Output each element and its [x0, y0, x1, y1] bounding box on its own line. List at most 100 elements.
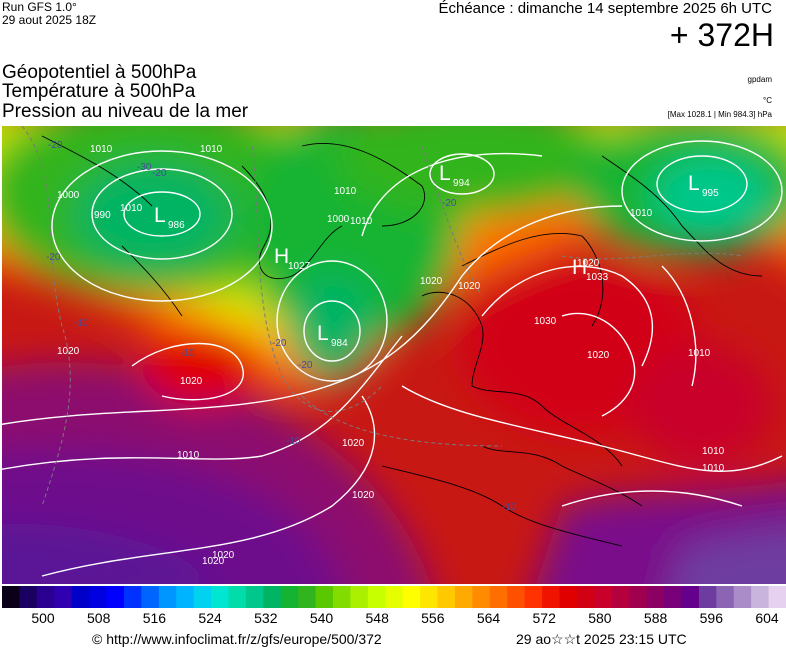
color-scale-swatch: [193, 586, 212, 608]
temperature-label: -30: [137, 162, 152, 173]
color-scale-swatch: [594, 586, 613, 608]
isobar-label: 1010: [688, 348, 711, 359]
pressure-center-value: 994: [453, 178, 470, 189]
color-scale-swatch: [333, 586, 351, 608]
color-scale-swatch: [576, 586, 595, 608]
isobar-label: 1020: [180, 376, 203, 387]
color-scale-swatch: [350, 586, 369, 608]
isobar-label: 1020: [212, 550, 235, 561]
color-scale-swatch: [420, 586, 439, 608]
geopotential-field: [2, 126, 786, 584]
isobar-label: 1000: [57, 190, 80, 201]
color-scale-swatch: [280, 586, 299, 608]
color-scale-tick: 556: [421, 610, 445, 626]
color-scale-swatch: [71, 586, 90, 608]
color-scale-swatch: [36, 586, 55, 608]
color-scale-swatch: [106, 586, 125, 608]
color-scale-swatch: [245, 586, 264, 608]
color-scale-tick: 596: [699, 610, 723, 626]
pressure-center-value: 995: [702, 188, 719, 199]
isobar-label: 1030: [534, 316, 557, 327]
isobar-label: 990: [94, 210, 111, 221]
pressure-center-value: 984: [331, 338, 348, 349]
color-scale-swatch: [698, 586, 717, 608]
color-scale-swatch: [681, 586, 700, 608]
isobar-label: 1000: [327, 214, 350, 225]
color-scale-swatch: [559, 586, 578, 608]
pressure-center-value: 986: [168, 220, 185, 231]
color-scale-swatch: [507, 586, 526, 608]
color-scale-swatch: [385, 586, 404, 608]
isobar-label: 1010: [90, 144, 113, 155]
color-scale-swatch: [176, 586, 195, 608]
pressure-center-type: L: [688, 172, 700, 195]
temperature-labels: -20-20-20-10-30-20-20-20-10-10-10: [46, 140, 517, 513]
color-scale-tick: 508: [87, 610, 111, 626]
color-scale-swatch: [611, 586, 630, 608]
isotherms: [21, 126, 743, 507]
isobar-label: 1010: [120, 203, 143, 214]
isobar-label: 1020: [587, 350, 610, 361]
color-scale-swatch: [141, 586, 160, 608]
param-temperature: Température à 500hPa: [2, 81, 196, 102]
isobar-label: 1020: [352, 490, 375, 501]
unit-celsius: °C: [763, 96, 772, 105]
isobar-label: 1020: [458, 281, 481, 292]
isobar-label: 1010: [702, 446, 725, 457]
isobar-label: 1020: [577, 258, 600, 269]
pressure-range: [Max 1028.1 | Min 984.3] hPa: [667, 110, 772, 119]
color-scale-tick: 604: [755, 610, 779, 626]
temperature-label: -20: [442, 198, 457, 209]
unit-gpdam: gpdam: [747, 75, 772, 84]
color-scale-swatch: [19, 586, 38, 608]
color-scale-swatch: [123, 586, 142, 608]
color-scale-swatch: [751, 586, 770, 608]
temperature-label: -20: [46, 252, 61, 263]
generation-time: 29 ao☆☆t 2025 23:15 UTC: [516, 631, 687, 647]
color-scale-swatch: [89, 586, 108, 608]
color-scale-swatch: [298, 586, 317, 608]
isobar-label: 1020: [202, 556, 225, 567]
run-date: 29 aout 2025 18Z: [2, 13, 97, 27]
isobar-label: 1020: [342, 438, 365, 449]
color-scale-swatch: [454, 586, 473, 608]
forecast-valid-time: Échéance : dimanche 14 septembre 2025 6h…: [438, 0, 772, 17]
color-scale-swatch: [211, 586, 229, 608]
param-geopotential: Géopotentiel à 500hPa: [2, 62, 197, 83]
temperature-label: -20: [152, 168, 167, 179]
coastlines: [41, 135, 763, 547]
forecast-horizon: + 372H: [669, 17, 774, 53]
temperature-label: -10: [180, 348, 195, 359]
run-label: Run GFS 1.0°: [2, 0, 77, 14]
color-scale-swatch: [542, 586, 561, 608]
pressure-center-value: 1033: [586, 272, 609, 283]
color-scale-tick: 500: [31, 610, 55, 626]
color-scale-swatch: [629, 586, 648, 608]
isobar-label: 1010: [177, 450, 200, 461]
color-scale-swatch: [315, 586, 334, 608]
temperature-label: -20: [272, 338, 287, 349]
pressure-center-type: L: [439, 162, 451, 185]
source-url[interactable]: © http://www.infoclimat.fr/z/gfs/europe/…: [92, 631, 382, 647]
isobars: [2, 140, 783, 577]
color-scale-tick: 548: [365, 610, 389, 626]
color-scale-tick: 532: [254, 610, 278, 626]
color-scale-swatch: [2, 586, 20, 608]
isobar-label: 1010: [630, 208, 653, 219]
pressure-center-type: H: [274, 245, 289, 268]
color-scale-swatch: [489, 586, 508, 608]
param-pressure: Pression au niveau de la mer: [2, 101, 249, 122]
color-scale-swatch: [716, 586, 735, 608]
color-scale-tick: 524: [198, 610, 222, 626]
color-scale-swatch: [524, 586, 543, 608]
temperature-label: -10: [74, 318, 89, 329]
temperature-label: -10: [286, 436, 301, 447]
color-scale-tick: 564: [476, 610, 501, 626]
color-scale-tick: 516: [142, 610, 167, 626]
color-scale-tick: 572: [532, 610, 556, 626]
pressure-center-value: 1027: [288, 261, 311, 272]
color-scale-swatch: [472, 586, 491, 608]
temperature-label: -10: [502, 502, 517, 513]
